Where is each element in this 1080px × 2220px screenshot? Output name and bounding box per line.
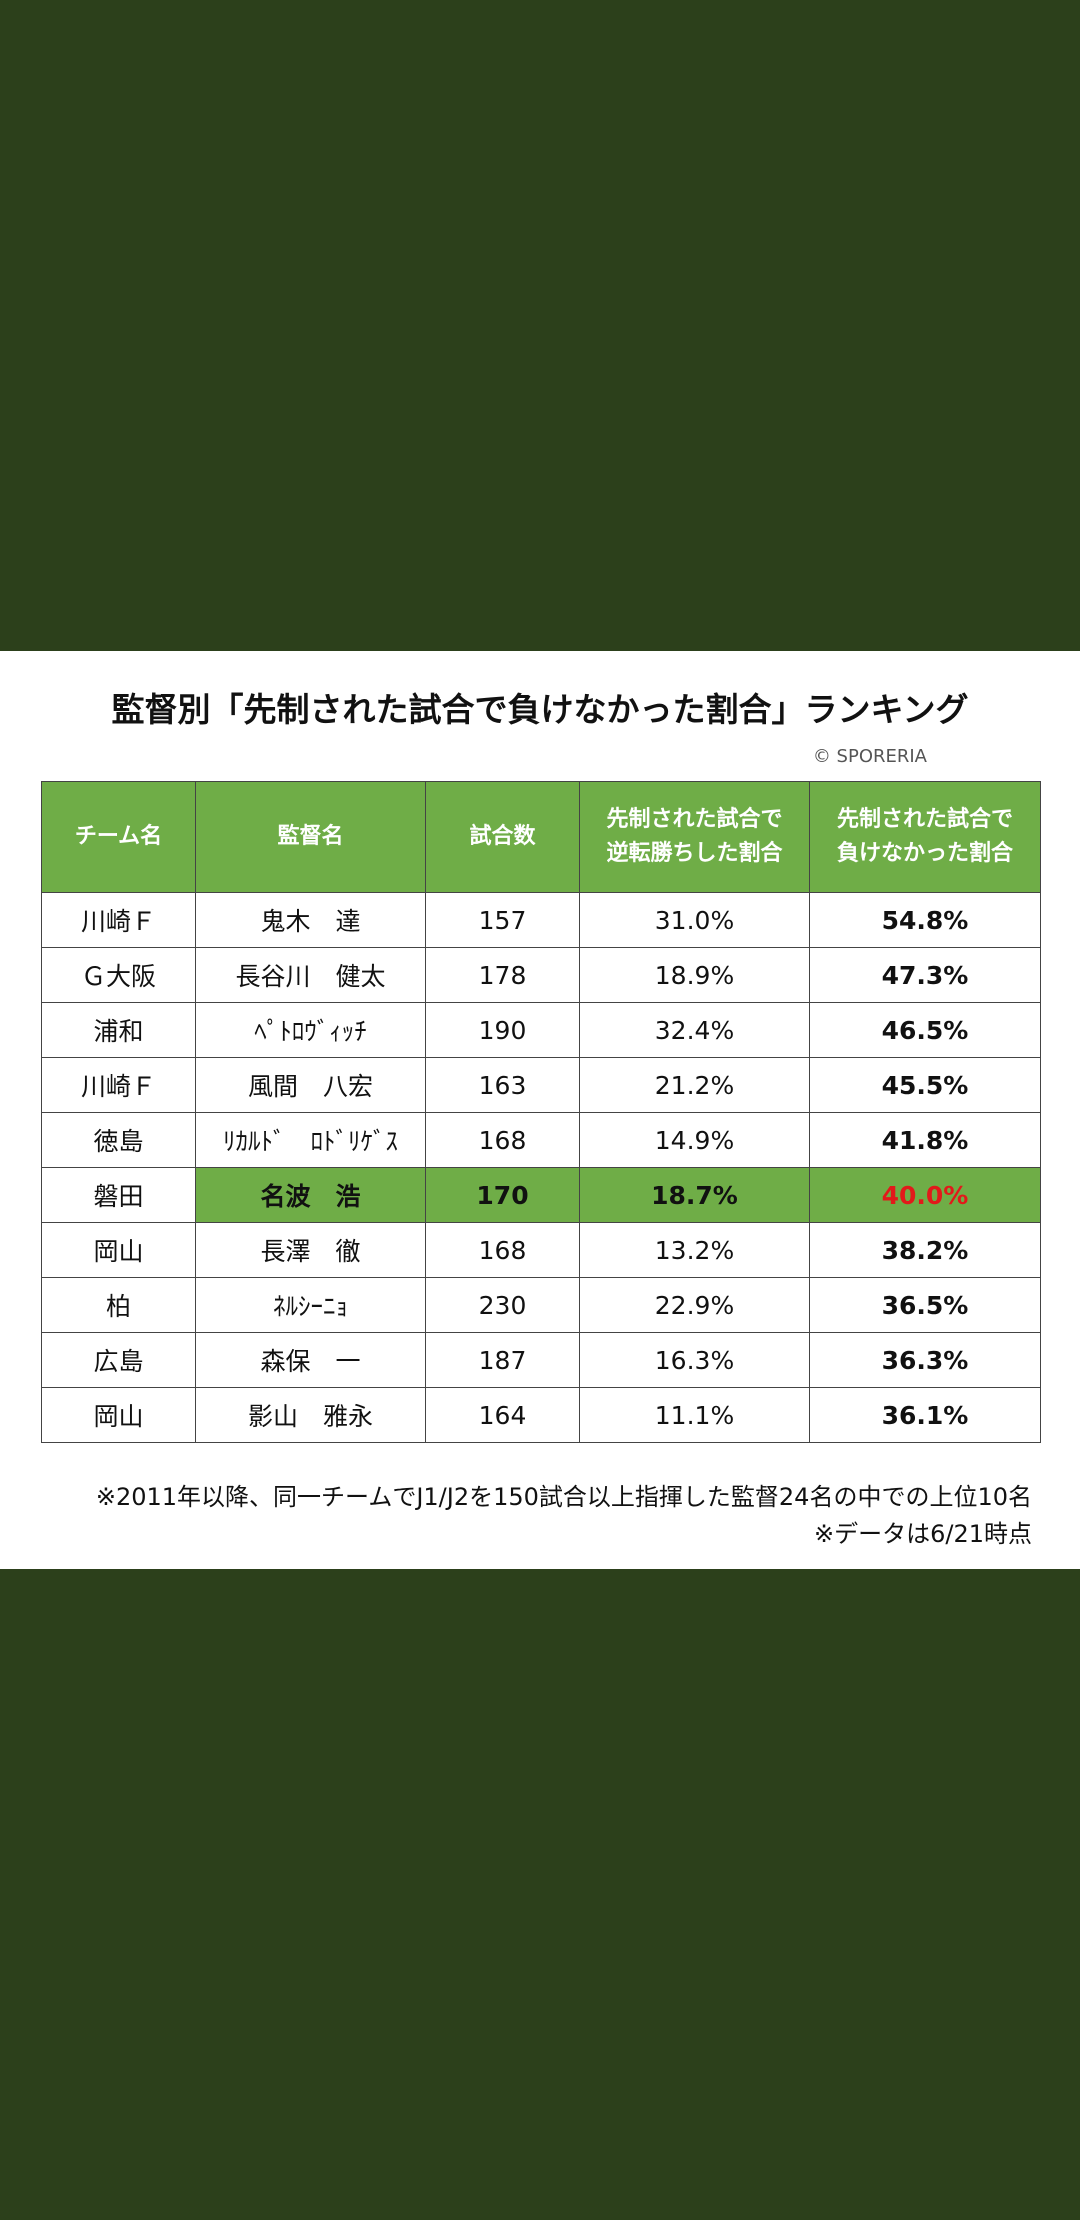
manager-cell: 名波 浩: [195, 1167, 426, 1223]
comeback-rate-cell: 16.3%: [579, 1332, 810, 1388]
header-comeback-rate: 先制された試合で 逆転勝ちした割合: [579, 781, 810, 893]
team-cell: 柏: [41, 1277, 196, 1333]
comeback-rate-cell: 18.7%: [579, 1167, 810, 1223]
table-row: 川崎Ｆ 風間 八宏 163 21.2% 45.5%: [41, 1057, 1041, 1113]
games-cell: 168: [425, 1222, 580, 1278]
games-cell: 187: [425, 1332, 580, 1388]
team-cell: 岡山: [41, 1387, 196, 1443]
table-row: 浦和 ﾍﾟﾄﾛｳﾞｨｯﾁ 190 32.4% 46.5%: [41, 1002, 1041, 1058]
games-cell: 168: [425, 1112, 580, 1168]
unbeaten-rate-cell: 38.2%: [809, 1222, 1041, 1278]
table-row: 徳島 ﾘｶﾙﾄﾞ ﾛﾄﾞﾘｹﾞｽ 168 14.9% 41.8%: [41, 1112, 1041, 1168]
header-row: チーム名 監督名 試合数 先制された試合で 逆転勝ちした割合 先制された試合で: [41, 781, 1041, 893]
unbeaten-rate-cell: 41.8%: [809, 1112, 1041, 1168]
unbeaten-rate-cell: 46.5%: [809, 1002, 1041, 1058]
header-games: 試合数: [425, 781, 580, 893]
table-row: 岡山 長澤 徹 168 13.2% 38.2%: [41, 1222, 1041, 1278]
games-cell: 157: [425, 892, 580, 948]
header-unbeaten-rate: 先制された試合で 負けなかった割合: [809, 781, 1041, 893]
manager-cell: 鬼木 達: [195, 892, 426, 948]
header-comeback-line1: 先制された試合で: [606, 806, 783, 832]
credit-label: © SPORERIA: [812, 746, 927, 767]
comeback-rate-cell: 21.2%: [579, 1057, 810, 1113]
games-cell: 164: [425, 1387, 580, 1443]
team-cell: 徳島: [41, 1112, 196, 1168]
team-cell: 川崎Ｆ: [41, 892, 196, 948]
header-unbeaten-line1: 先制された試合で: [836, 806, 1013, 832]
manager-cell: 影山 雅永: [195, 1387, 426, 1443]
manager-cell: ﾍﾟﾄﾛｳﾞｨｯﾁ: [195, 1002, 426, 1058]
ranking-table: チーム名 監督名 試合数 先制された試合で 逆転勝ちした割合 先制された試合で: [41, 781, 1041, 1443]
note-criteria: ※2011年以降、同一チームでJ1/J2を150試合以上指揮した監督24名の中で…: [95, 1483, 1032, 1511]
header-team: チーム名: [41, 781, 196, 893]
manager-cell: 風間 八宏: [195, 1057, 426, 1113]
comeback-rate-cell: 13.2%: [579, 1222, 810, 1278]
manager-cell: 長澤 徹: [195, 1222, 426, 1278]
comeback-rate-cell: 11.1%: [579, 1387, 810, 1443]
comeback-rate-cell: 22.9%: [579, 1277, 810, 1333]
manager-cell: 長谷川 健太: [195, 947, 426, 1003]
team-cell: 岡山: [41, 1222, 196, 1278]
team-cell: 広島: [41, 1332, 196, 1388]
unbeaten-rate-cell: 36.5%: [809, 1277, 1041, 1333]
team-cell: 浦和: [41, 1002, 196, 1058]
manager-cell: ﾈﾙｼｰﾆｮ: [195, 1277, 426, 1333]
games-cell: 230: [425, 1277, 580, 1333]
unbeaten-rate-cell: 36.1%: [809, 1387, 1041, 1443]
games-cell: 190: [425, 1002, 580, 1058]
table-row: 広島 森保 一 187 16.3% 36.3%: [41, 1332, 1041, 1388]
team-cell: 川崎Ｆ: [41, 1057, 196, 1113]
unbeaten-rate-cell: 54.8%: [809, 892, 1041, 948]
manager-cell: ﾘｶﾙﾄﾞ ﾛﾄﾞﾘｹﾞｽ: [195, 1112, 426, 1168]
header-games-label: 試合数: [469, 823, 536, 849]
table-row: 柏ﾈﾙｼｰﾆｮ 230 22.9% 36.5%: [41, 1277, 1041, 1333]
unbeaten-rate-cell: 47.3%: [809, 947, 1041, 1003]
table-row: 岡山 影山 雅永 164 11.1% 36.1%: [41, 1387, 1041, 1443]
games-cell: 163: [425, 1057, 580, 1113]
unbeaten-rate-cell: 45.5%: [809, 1057, 1041, 1113]
comeback-rate-cell: 14.9%: [579, 1112, 810, 1168]
header-manager-label: 監督名: [277, 823, 344, 849]
header-team-label: チーム名: [74, 823, 163, 849]
comeback-rate-cell: 31.0%: [579, 892, 810, 948]
table-row: 磐田 名波 浩 170 18.7% 40.0%: [41, 1167, 1041, 1223]
games-cell: 170: [425, 1167, 580, 1223]
unbeaten-rate-cell: 36.3%: [809, 1332, 1041, 1388]
games-cell: 178: [425, 947, 580, 1003]
header-unbeaten-line2: 負けなかった割合: [836, 841, 1013, 866]
manager-cell: 森保 一: [195, 1332, 426, 1388]
ranking-card: 監督別「先制された試合で負けなかった割合」ランキング © SPORERIA チー…: [0, 651, 1080, 1569]
unbeaten-rate-cell: 40.0%: [809, 1167, 1041, 1223]
comeback-rate-cell: 18.9%: [579, 947, 810, 1003]
note-date: ※データは6/21時点: [813, 1520, 1032, 1548]
table-row: 川崎Ｆ 鬼木 達 157 31.0% 54.8%: [41, 892, 1041, 948]
table-row: Ｇ大阪 長谷川 健太 178 18.9% 47.3%: [41, 947, 1041, 1003]
header-manager: 監督名: [195, 781, 426, 893]
chart-title: 監督別「先制された試合で負けなかった割合」ランキング: [111, 690, 969, 729]
team-cell: 磐田: [41, 1167, 196, 1223]
team-cell: Ｇ大阪: [41, 947, 196, 1003]
table-body: 川崎Ｆ 鬼木 達 157 31.0% 54.8% Ｇ大阪 長谷川 健太 178 18.9% 47.…: [41, 892, 1041, 1443]
header-comeback-line2: 逆転勝ちした割合: [606, 841, 783, 866]
comeback-rate-cell: 32.4%: [579, 1002, 810, 1058]
